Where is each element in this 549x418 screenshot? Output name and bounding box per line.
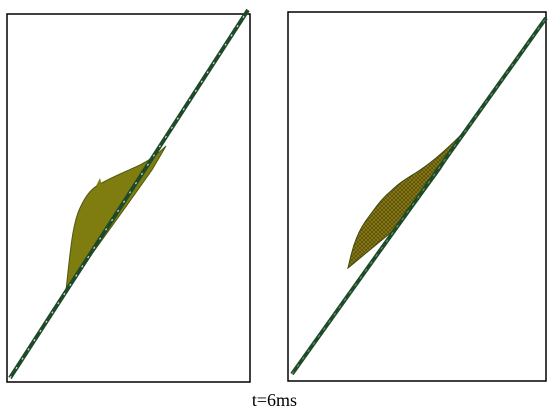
page: t=6ms (() => { const data = JSON.parse(d… <box>0 0 549 418</box>
caption: t=6ms <box>0 390 549 411</box>
figure <box>0 0 549 390</box>
